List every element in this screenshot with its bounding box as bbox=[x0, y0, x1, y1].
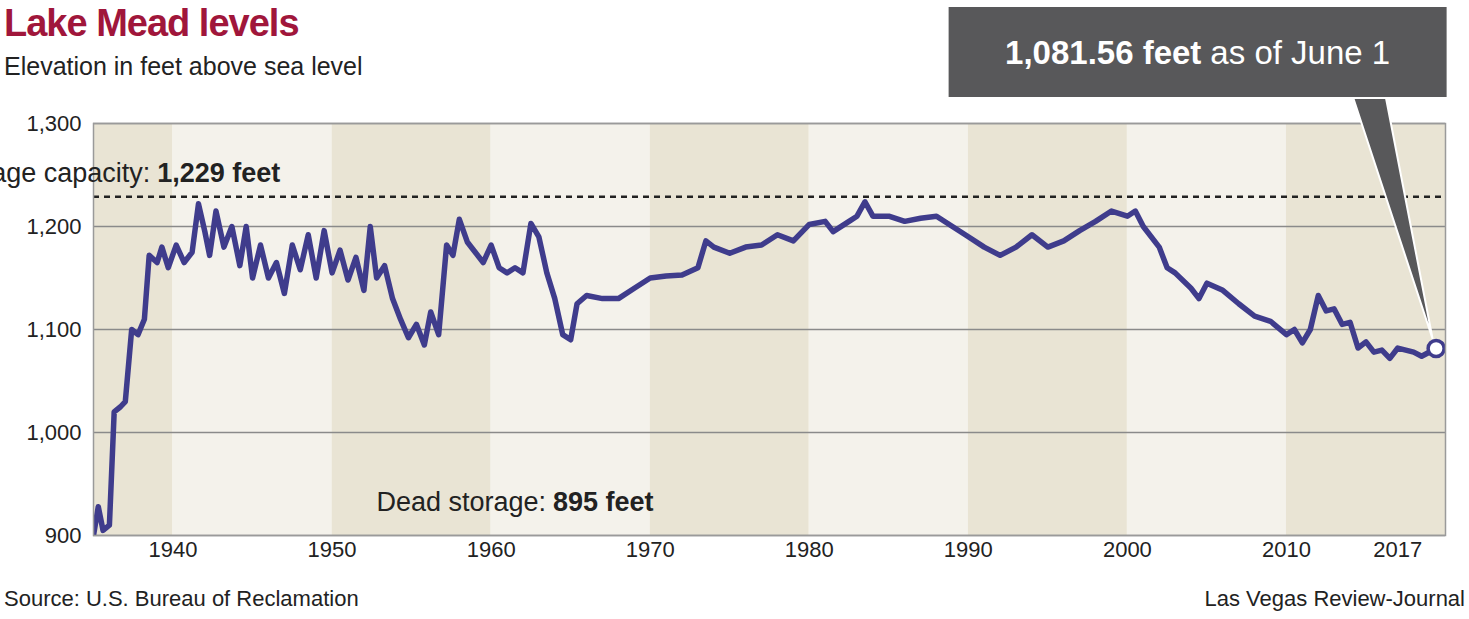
html-text:Elevation in feet above sea le: Elevation in feet above sea level bbox=[4, 52, 363, 80]
svg-text:1950: 1950 bbox=[308, 537, 357, 562]
svg-text:900: 900 bbox=[45, 523, 82, 548]
html-text:Las Vegas Review-Journal: Las Vegas Review-Journal bbox=[1204, 586, 1465, 611]
svg-text:Dead storage:895 feet: Dead storage:895 feet bbox=[376, 487, 653, 517]
svg-text:2000: 2000 bbox=[1103, 537, 1152, 562]
svg-text:1960: 1960 bbox=[467, 537, 516, 562]
svg-text:2017: 2017 bbox=[1373, 537, 1422, 562]
svg-text:1,000: 1,000 bbox=[26, 420, 81, 445]
svg-text:1,200: 1,200 bbox=[26, 214, 81, 239]
svg-text:1990: 1990 bbox=[944, 537, 993, 562]
svg-text:Storage capacity:1,229 feet: Storage capacity:1,229 feet bbox=[0, 158, 280, 188]
svg-text:1,081.56 feetas of June 1: 1,081.56 feetas of June 1 bbox=[1005, 34, 1390, 71]
svg-text:1980: 1980 bbox=[785, 537, 834, 562]
svg-text:1,100: 1,100 bbox=[26, 317, 81, 342]
svg-text:1,300: 1,300 bbox=[26, 111, 81, 136]
html-text:Lake Mead levels: Lake Mead levels bbox=[4, 2, 299, 44]
svg-text:1970: 1970 bbox=[626, 537, 675, 562]
html-text:Source: U.S. Bureau of Reclama: Source: U.S. Bureau of Reclamation bbox=[4, 586, 359, 611]
svg-text:2010: 2010 bbox=[1262, 537, 1311, 562]
svg-text:1940: 1940 bbox=[149, 537, 198, 562]
